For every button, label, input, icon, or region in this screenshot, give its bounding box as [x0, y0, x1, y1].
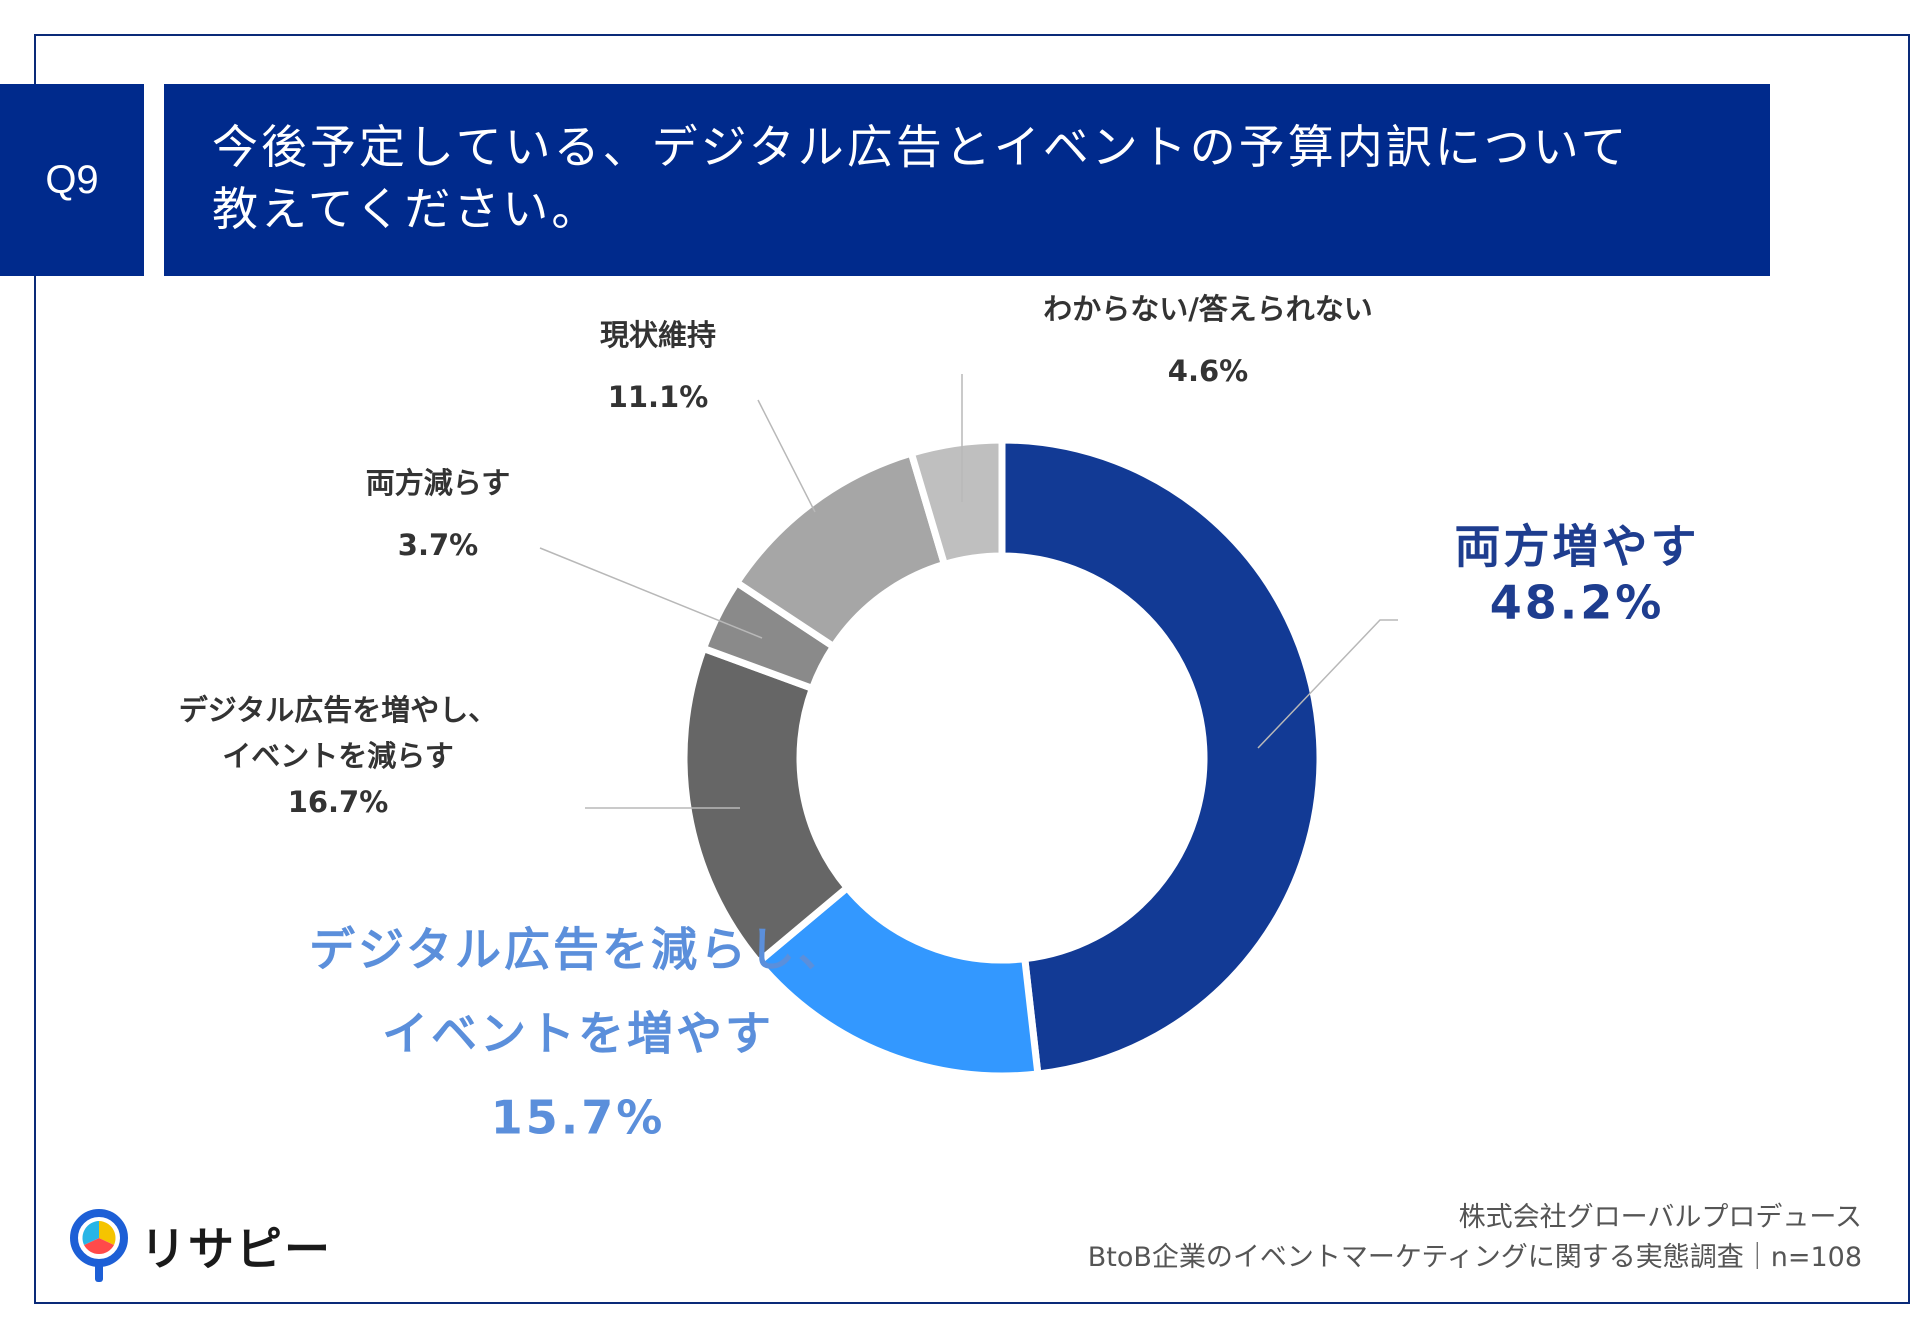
slice-value-label-0: 48.2% [1490, 576, 1665, 630]
slice-category-label-4: 現状維持 [600, 318, 716, 352]
footer-company: 株式会社グローバルプロデュース [1458, 1202, 1862, 1233]
question-number-badge: Q9 [0, 84, 144, 276]
magnifier-logo-icon [70, 1209, 128, 1282]
donut-slice-5 [907, 436, 1006, 569]
slice-value-label-3: 3.7% [398, 528, 478, 562]
slice-category-label-2: デジタル広告を増やし、 [179, 693, 497, 727]
donut-slice-0 [998, 436, 1324, 1078]
slice-value-label-2: 16.7% [288, 785, 389, 819]
slice-category-label-2: イベントを減らす [222, 739, 453, 773]
slice-value-label-1: 15.7% [491, 1091, 666, 1145]
brand-logo: リサピー [68, 1208, 332, 1284]
slice-category-label-3: 両方減らす [366, 466, 510, 500]
footer-survey: BtoB企業のイベントマーケティングに関する実態調査｜n=108 [1087, 1242, 1862, 1273]
slice-category-label-1: イベントを増やす [382, 1007, 774, 1061]
leader-line-4 [757, 399, 816, 513]
slice-value-label-4: 11.1% [608, 380, 709, 414]
frame-border [34, 34, 1910, 1304]
leader-line-0 [1257, 619, 1398, 749]
slice-category-label-5: わからない/答えられない [1043, 292, 1373, 326]
donut-slice-2 [680, 643, 853, 968]
question-title-line2: 教えてください。 [212, 182, 601, 236]
slice-value-label-5: 4.6% [1168, 354, 1248, 388]
logo-text: リサピー [140, 1222, 332, 1276]
slice-category-label-1: デジタル広告を減らし、 [309, 923, 847, 977]
donut-slice-1 [753, 882, 1042, 1080]
source-footer: 株式会社グローバルプロデュース BtoB企業のイベントマーケティングに関する実態… [1088, 1198, 1862, 1278]
question-title-line1: 今後予定している、デジタル広告とイベントの予算内訳について [212, 120, 1630, 174]
question-number: Q9 [45, 157, 99, 202]
question-title-box: 今後予定している、デジタル広告とイベントの予算内訳について 教えてください。 [164, 84, 1770, 276]
slice-category-label-0: 両方増やす [1455, 520, 1700, 574]
leader-line-3 [539, 547, 763, 639]
